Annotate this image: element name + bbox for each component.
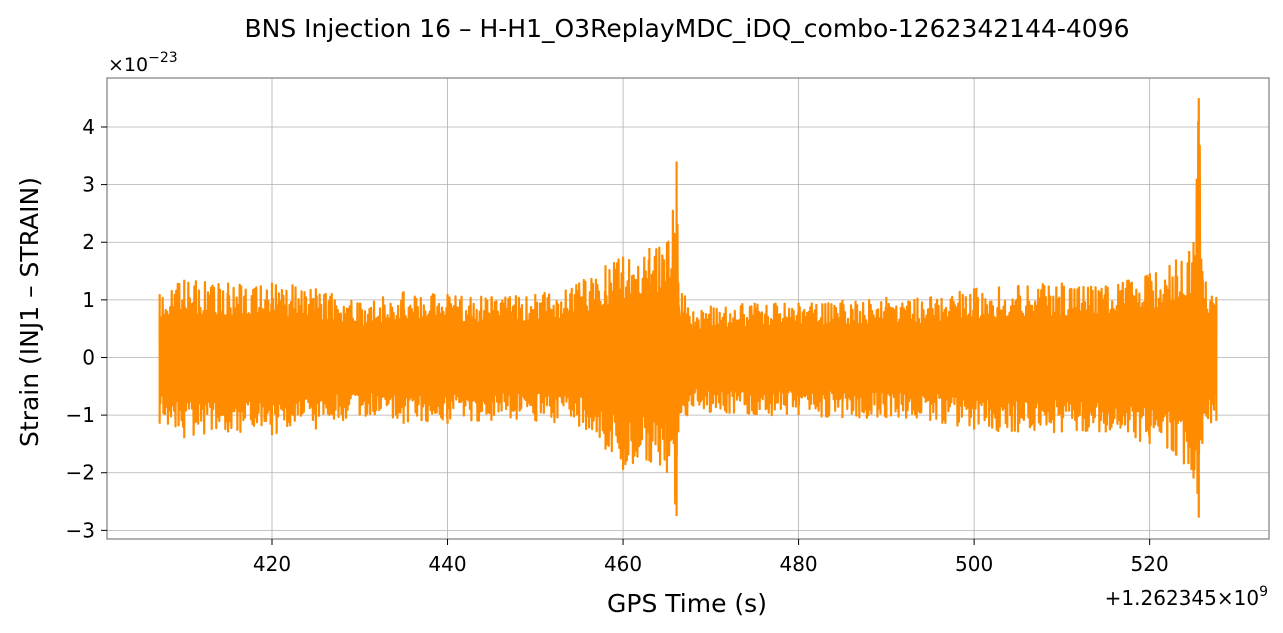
strain-series-line <box>158 120 1218 505</box>
x-tick-label: 480 <box>779 552 817 576</box>
strain-series-band <box>159 215 1217 446</box>
y-tick-label: 1 <box>82 288 95 312</box>
x-tick-label: 460 <box>604 552 642 576</box>
y-tick-label: −1 <box>66 403 95 427</box>
chart-title: BNS Injection 16 – H-H1_O3ReplayMDC_iDQ_… <box>244 14 1129 43</box>
y-tick-label: −2 <box>66 461 95 485</box>
x-tick-label: 420 <box>253 552 291 576</box>
y-tick-label: 4 <box>82 115 95 139</box>
x-tick-label: 520 <box>1131 552 1169 576</box>
x-tick-label: 440 <box>428 552 466 576</box>
plot-frame <box>106 77 1270 540</box>
y-scale-exponent: −23 <box>148 50 178 66</box>
y-scale-prefix: ×10 <box>108 54 148 76</box>
x-offset-label: +1.262345×109 <box>1105 584 1268 610</box>
y-tick-label: 0 <box>82 345 95 369</box>
y-tick-label: −3 <box>66 518 95 542</box>
y-tick-label: 3 <box>82 173 95 197</box>
y-scale-multiplier: ×10−23 <box>108 50 178 76</box>
axis-ticks: 420 440 460 480 500 520 −3 −2 −1 0 1 2 3 4 <box>66 115 1169 576</box>
y-tick-label: 2 <box>82 230 95 254</box>
y-axis-label: Strain (INJ1 – STRAIN) <box>15 177 44 447</box>
x-axis-label: GPS Time (s) <box>607 589 767 618</box>
x-tick-label: 500 <box>955 552 993 576</box>
series-layer <box>158 98 1218 518</box>
x-offset-prefix: +1.262345×10 <box>1105 586 1259 610</box>
x-offset-exponent: 9 <box>1259 584 1268 600</box>
